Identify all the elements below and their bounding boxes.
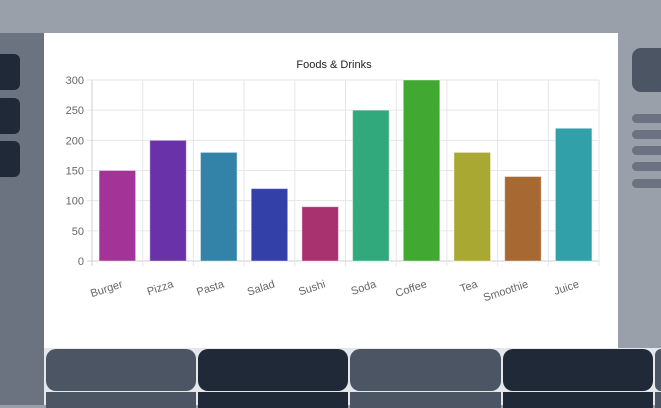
chart-title: Foods & Drinks: [296, 59, 372, 71]
bottom-tile-1[interactable]: [46, 349, 196, 391]
x-tick-label: Juice: [552, 278, 580, 297]
x-tick-label: Tea: [459, 278, 480, 295]
x-tick-label: Soda: [350, 278, 379, 298]
right-menu-line-4: [632, 162, 661, 171]
bottom-tile-7[interactable]: [198, 392, 348, 408]
bar-salad[interactable]: [250, 188, 289, 262]
right-menu-line-2: [632, 130, 661, 139]
bottom-tile-6[interactable]: [46, 392, 196, 408]
right-menu-line-1: [632, 114, 661, 123]
sidebar-button-1[interactable]: [0, 54, 20, 90]
sidebar-button-2[interactable]: [0, 98, 20, 134]
x-tick-label: Sushi: [297, 278, 327, 298]
bottom-tile-5[interactable]: [655, 349, 661, 391]
x-tick-label: Burger: [89, 278, 124, 300]
left-sidebar: [0, 33, 44, 405]
bar-pasta[interactable]: [199, 151, 238, 262]
bar-soda[interactable]: [352, 109, 390, 262]
bar-sushi[interactable]: [301, 206, 339, 262]
right-panel-button[interactable]: [632, 48, 661, 92]
x-tick-label: Smoothie: [482, 278, 530, 304]
bottom-tile-10[interactable]: [655, 392, 661, 408]
x-tick-label: Pizza: [146, 278, 176, 298]
y-tick-label: 100: [66, 196, 84, 208]
chart-bars: [98, 79, 593, 262]
chart-panel: Foods & Drinks 0 50 100 150 200 250 300 Burger…: [44, 33, 618, 348]
bar-juice[interactable]: [554, 127, 593, 262]
bottom-tile-3[interactable]: [350, 349, 501, 391]
bottom-tile-4[interactable]: [503, 349, 653, 391]
right-menu-line-3: [632, 146, 661, 155]
y-tick-label: 50: [72, 226, 84, 238]
bar-chart: Foods & Drinks 0 50 100 150 200 250 300 Burger…: [66, 59, 600, 304]
bar-smoothie[interactable]: [504, 176, 542, 262]
y-tick-label: 300: [66, 75, 84, 87]
y-tick-label: 200: [66, 135, 84, 147]
y-axis-ticks: 0 50 100 150 200 250 300: [66, 75, 84, 268]
right-menu-line-5: [632, 179, 661, 188]
x-tick-label: Pasta: [195, 278, 226, 298]
sidebar-button-3[interactable]: [0, 141, 20, 177]
bottom-tile-2[interactable]: [198, 349, 348, 391]
x-tick-label: Salad: [246, 278, 276, 298]
y-tick-label: 250: [66, 105, 84, 117]
bar-burger[interactable]: [98, 170, 137, 262]
bottom-tile-9[interactable]: [503, 392, 653, 408]
y-tick-label: 0: [78, 256, 84, 268]
y-tick-label: 150: [66, 166, 84, 178]
bar-coffee[interactable]: [402, 79, 441, 262]
x-axis-ticks: Burger Pizza Pasta Salad Sushi Soda Coffee Tea S…: [89, 278, 580, 304]
bar-pizza[interactable]: [149, 139, 187, 262]
x-tick-label: Coffee: [394, 278, 428, 299]
bar-tea[interactable]: [453, 151, 492, 262]
bottom-tile-8[interactable]: [350, 392, 501, 408]
